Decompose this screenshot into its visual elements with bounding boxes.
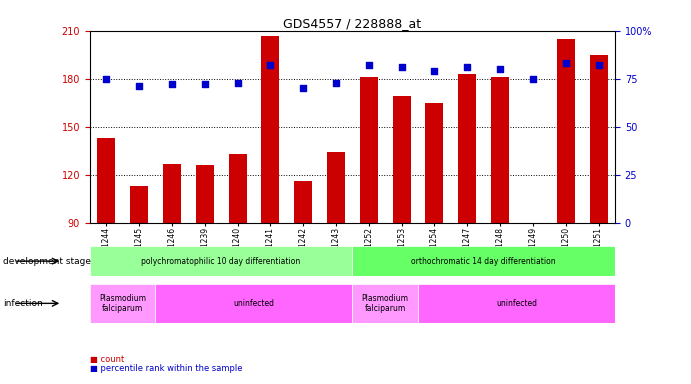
- Bar: [196, 165, 214, 223]
- FancyBboxPatch shape: [352, 246, 615, 276]
- Point: [462, 64, 473, 70]
- Point: [593, 62, 604, 68]
- Point: [298, 85, 309, 91]
- Point: [167, 81, 178, 88]
- Point: [560, 60, 571, 66]
- FancyBboxPatch shape: [418, 284, 615, 323]
- Text: orthochromatic 14 day differentiation: orthochromatic 14 day differentiation: [411, 257, 556, 266]
- Text: uninfected: uninfected: [496, 299, 537, 308]
- Text: polychromatophilic 10 day differentiation: polychromatophilic 10 day differentiatio…: [142, 257, 301, 266]
- Point: [232, 79, 243, 86]
- Bar: [163, 164, 181, 223]
- Text: ■ percentile rank within the sample: ■ percentile rank within the sample: [90, 364, 243, 373]
- Text: Plasmodium
falciparum: Plasmodium falciparum: [99, 294, 146, 313]
- FancyBboxPatch shape: [90, 284, 155, 323]
- Bar: [97, 138, 115, 223]
- Bar: [392, 96, 410, 223]
- Title: GDS4557 / 228888_at: GDS4557 / 228888_at: [283, 17, 422, 30]
- Bar: [426, 103, 444, 223]
- Bar: [229, 154, 247, 223]
- FancyBboxPatch shape: [155, 284, 352, 323]
- FancyBboxPatch shape: [352, 284, 418, 323]
- Point: [495, 66, 506, 72]
- Bar: [491, 77, 509, 223]
- Point: [363, 62, 375, 68]
- Point: [527, 76, 538, 82]
- Bar: [589, 55, 607, 223]
- Point: [330, 79, 341, 86]
- Point: [101, 76, 112, 82]
- Point: [199, 81, 210, 88]
- Point: [429, 68, 440, 74]
- Bar: [458, 74, 476, 223]
- Text: Plasmodium
falciparum: Plasmodium falciparum: [361, 294, 409, 313]
- Point: [396, 64, 407, 70]
- Bar: [261, 36, 279, 223]
- Bar: [360, 77, 378, 223]
- Bar: [130, 186, 148, 223]
- Bar: [557, 39, 575, 223]
- FancyBboxPatch shape: [90, 246, 352, 276]
- Bar: [294, 181, 312, 223]
- Point: [265, 62, 276, 68]
- Text: infection: infection: [3, 299, 44, 308]
- Text: ■ count: ■ count: [90, 354, 124, 364]
- Point: [133, 83, 144, 89]
- Text: uninfected: uninfected: [234, 299, 274, 308]
- Bar: [327, 152, 345, 223]
- Text: development stage: development stage: [3, 257, 91, 266]
